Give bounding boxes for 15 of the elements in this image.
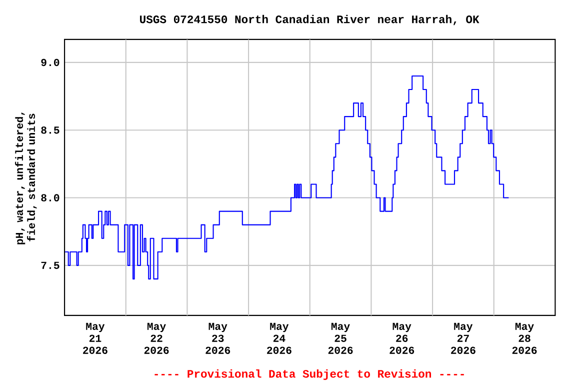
x-tick-label: May 26 2026	[390, 322, 414, 354]
y-axis-title: pH, water, unfiltered, field, standard units	[15, 112, 37, 244]
x-tick-label: May 22 2026	[144, 322, 169, 354]
text: ---- Provisional Data Subject to Revision ----	[154, 369, 464, 380]
y-tick-label: 9.0	[41, 58, 60, 66]
x-tick-label: May 27 2026	[451, 322, 476, 354]
y-tick-label: 7.5	[41, 262, 60, 269]
x-tick-label: May 24 2026	[267, 322, 292, 354]
chart-title: USGS 07241550 North Canadian River near Harrah, OK	[140, 14, 480, 25]
x-tick-label: May 25 2026	[328, 322, 353, 354]
y-tick-label: 8.0	[41, 194, 60, 202]
x-tick-label: May 23 2026	[206, 322, 230, 354]
y-tick-label: 8.5	[41, 126, 60, 134]
x-tick-label: May 28 2026	[512, 322, 537, 354]
x-tick-label: May 21 2026	[83, 322, 108, 354]
